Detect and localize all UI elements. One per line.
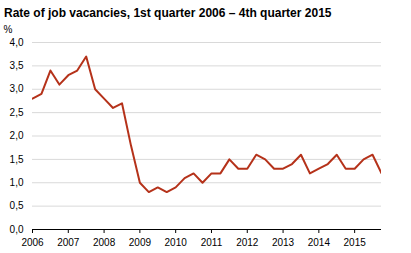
svg-text:3,5: 3,5: [10, 60, 24, 71]
svg-text:2,0: 2,0: [10, 130, 24, 141]
svg-text:4,0: 4,0: [10, 37, 24, 48]
svg-text:2006: 2006: [21, 237, 44, 248]
svg-text:3,0: 3,0: [10, 83, 24, 94]
html-text:Rate of job vacancies, 1st qua: Rate of job vacancies, 1st quarter 2006 …: [4, 6, 332, 20]
svg-text:2014: 2014: [308, 237, 331, 248]
svg-text:0,0: 0,0: [10, 224, 24, 235]
svg-text:%: %: [4, 24, 13, 35]
svg-text:2010: 2010: [165, 237, 188, 248]
svg-text:1,5: 1,5: [10, 154, 24, 165]
svg-text:2007: 2007: [57, 237, 80, 248]
svg-text:2009: 2009: [129, 237, 152, 248]
svg-text:2012: 2012: [236, 237, 259, 248]
svg-text:2013: 2013: [272, 237, 295, 248]
svg-text:0,5: 0,5: [10, 200, 24, 211]
svg-text:2,5: 2,5: [10, 107, 24, 118]
svg-text:2008: 2008: [93, 237, 116, 248]
svg-text:1,0: 1,0: [10, 177, 24, 188]
svg-text:2011: 2011: [201, 237, 223, 248]
svg-text:2015: 2015: [344, 237, 367, 248]
